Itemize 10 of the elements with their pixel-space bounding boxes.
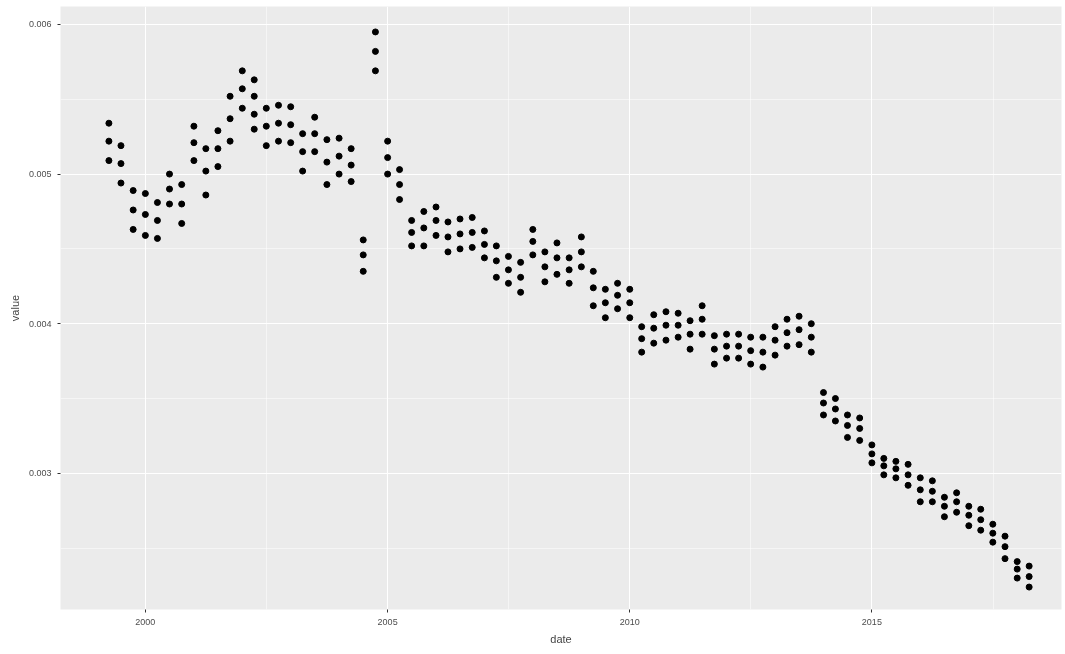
y-tick-label: 0.003 <box>28 468 52 479</box>
y-tick-label: 0.006 <box>28 19 52 30</box>
x-tick-label: 2000 <box>135 616 156 627</box>
x-axis-title: date <box>550 632 572 645</box>
x-tick-label: 2005 <box>377 616 398 627</box>
x-tick-label: 2010 <box>619 616 640 627</box>
y-axis-title: value <box>8 294 21 322</box>
y-tick-label: 0.004 <box>28 318 52 329</box>
x-tick-label: 2015 <box>861 616 882 627</box>
y-tick-label: 0.005 <box>28 169 52 180</box>
